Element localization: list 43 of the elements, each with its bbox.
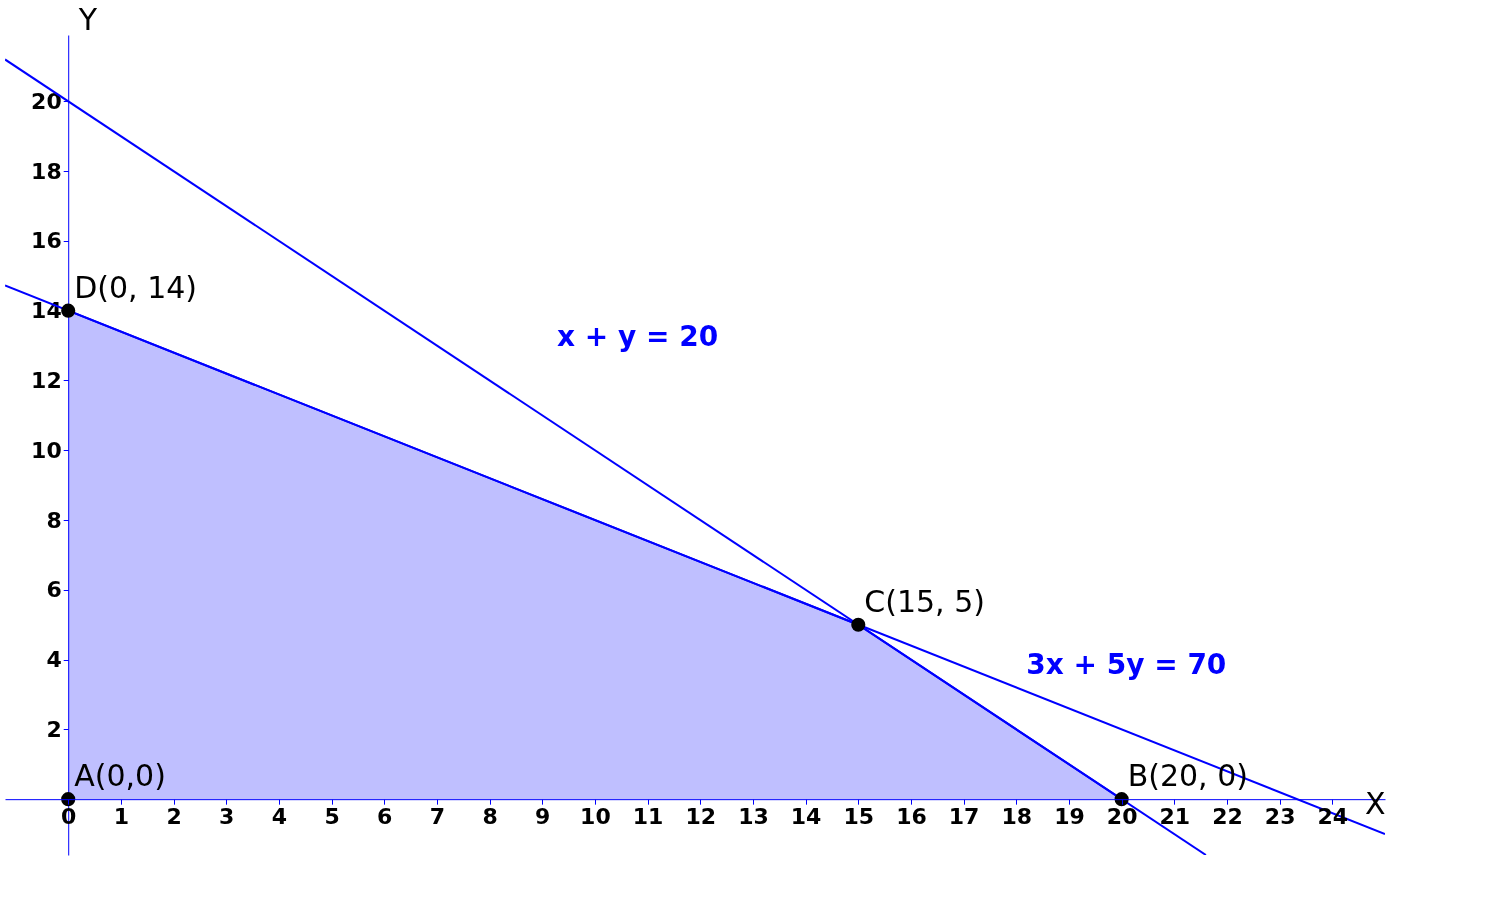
y-tick-label: 6 (46, 577, 62, 603)
x-tick-label: 18 (1001, 803, 1033, 829)
x-tick-label: 14 (790, 803, 822, 829)
x-tick-label: 13 (738, 803, 769, 829)
x-tick-label: 3 (219, 803, 235, 829)
x-tick-label: 15 (843, 803, 875, 829)
point (851, 617, 866, 632)
annotation: D(0, 14) (74, 269, 198, 305)
annotation: A(0,0) (74, 758, 166, 794)
x-tick-label: 16 (896, 803, 927, 829)
x-tick-label: 20 (1106, 803, 1138, 829)
x-tick-label: 19 (1054, 803, 1085, 829)
x-tick-label: 17 (948, 803, 980, 829)
annotation: x + y = 20 (557, 320, 719, 354)
x-tick-label: 8 (482, 803, 498, 829)
y-tick-label: 2 (46, 716, 62, 742)
x-tick-label: 22 (1212, 803, 1243, 829)
x-tick-label: 10 (580, 803, 611, 829)
x-tick-label: 12 (685, 803, 717, 829)
x-tick-label: 11 (632, 803, 664, 829)
point (61, 303, 76, 318)
y-tick-label: 18 (31, 158, 62, 184)
x-tick-label: 9 (535, 803, 551, 829)
y-tick-label: 14 (31, 298, 62, 324)
point (1114, 792, 1129, 807)
y-axis-title: Y (77, 1, 98, 37)
x-tick-label: 2 (166, 803, 182, 829)
y-tick-label: 4 (46, 647, 62, 673)
y-tick-label: 20 (31, 88, 62, 114)
x-tick-label: 5 (324, 803, 340, 829)
y-tick-label: 16 (31, 228, 62, 254)
x-tick-label: 21 (1159, 803, 1191, 829)
x-tick-label: 4 (271, 803, 288, 829)
y-tick-label: 10 (31, 437, 62, 463)
x-tick-label: 1 (113, 803, 130, 829)
point (61, 792, 76, 807)
annotation: 3x + 5y = 70 (1026, 648, 1227, 682)
annotation: C(15, 5) (864, 583, 985, 619)
x-tick-label: 6 (377, 803, 393, 829)
x-tick-label: 23 (1264, 803, 1296, 829)
x-tick-label: 7 (429, 803, 446, 829)
y-tick-label: 12 (31, 367, 62, 393)
y-tick-label: 8 (46, 507, 62, 533)
